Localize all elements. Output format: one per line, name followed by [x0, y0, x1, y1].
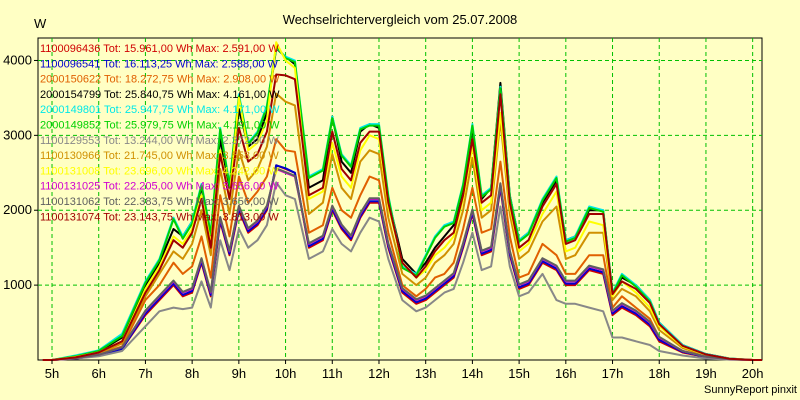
x-tick-label: 13h [415, 366, 437, 381]
x-tick-label: 17h [602, 366, 624, 381]
legend-entry-2000149852: 2000149852 Tot: 25.979,75 Wh Max: 4.191,… [40, 120, 280, 132]
y-axis-label: W [34, 16, 47, 31]
footer-credit: SunnyReport pinxit [704, 384, 797, 396]
x-tick-label: 11h [322, 366, 343, 381]
x-tick-label: 7h [138, 366, 152, 381]
y-tick-label: 4000 [3, 52, 32, 67]
y-tick-label: 1000 [3, 277, 32, 292]
x-tick-label: 6h [91, 366, 105, 381]
x-tick-label: 18h [648, 366, 670, 381]
series-line-1100129553 [42, 181, 762, 361]
series-layer [42, 41, 762, 361]
x-tick-label: 20h [742, 366, 764, 381]
chart-title: Wechselrichtervergleich vom 25.07.2008 [283, 12, 518, 27]
legend-entry-1100129553: 1100129553 Tot: 13.244,00 Wh Max: 2.372,… [40, 135, 279, 147]
y-tick-label: 2000 [3, 202, 32, 217]
x-tick-label: 12h [368, 366, 390, 381]
series-line-2000150622 [42, 138, 762, 361]
series-line-1100131062 [42, 167, 762, 361]
legend-entry-1100131062: 1100131062 Tot: 22.383,75 Wh Max: 3.656,… [40, 196, 279, 208]
x-tick-label: 19h [695, 366, 717, 381]
legend-entry-1100131025: 1100131025 Tot: 22.205,00 Wh Max: 3.656,… [40, 181, 279, 193]
x-tick-label: 15h [508, 366, 530, 381]
x-tick-label: 10h [275, 366, 297, 381]
legend: 1100096436 Tot: 15.961,00 Wh Max: 2.591,… [40, 43, 280, 223]
x-tick-label: 8h [185, 366, 199, 381]
x-tick-label: 9h [232, 366, 246, 381]
y-axis-ticks: 1000 2000 3000 4000 [3, 52, 38, 292]
legend-entry-1100131074: 1100131074 Tot: 23.143,75 Wh Max: 3.813,… [40, 211, 279, 223]
plot-area [37, 37, 763, 361]
series-line-1100131074 [42, 73, 762, 361]
x-tick-label: 5h [45, 366, 59, 381]
x-axis-ticks: 5h 6h 7h 8h 9h 10h 11h 12h 13h 14h 15h 16h 17h 18h 19h… [45, 360, 764, 381]
legend-entry-2000150622: 2000150622 Tot: 18.272,75 Wh Max: 2.908,… [40, 74, 280, 86]
legend-entry-1100130966: 1100130966 Tot: 21.745,00 Wh Max: 3.558,… [40, 150, 279, 162]
legend-entry-1100096541: 1100096541 Tot: 16.113,25 Wh Max: 2.588,… [40, 58, 279, 70]
legend-entry-2000149801: 2000149801 Tot: 25.947,75 Wh Max: 4.171,… [40, 104, 280, 116]
legend-entry-1100131008: 1100131008 Tot: 23.696,00 Wh Max: 4.242,… [40, 165, 279, 177]
y-tick-label: 3000 [3, 127, 32, 142]
x-tick-label: 16h [555, 366, 577, 381]
x-tick-label: 14h [462, 366, 484, 381]
legend-entry-1100096436: 1100096436 Tot: 15.961,00 Wh Max: 2.591,… [40, 43, 279, 55]
legend-entry-2000154799: 2000154799 Tot: 25.840,75 Wh Max: 4.161,… [40, 89, 280, 101]
